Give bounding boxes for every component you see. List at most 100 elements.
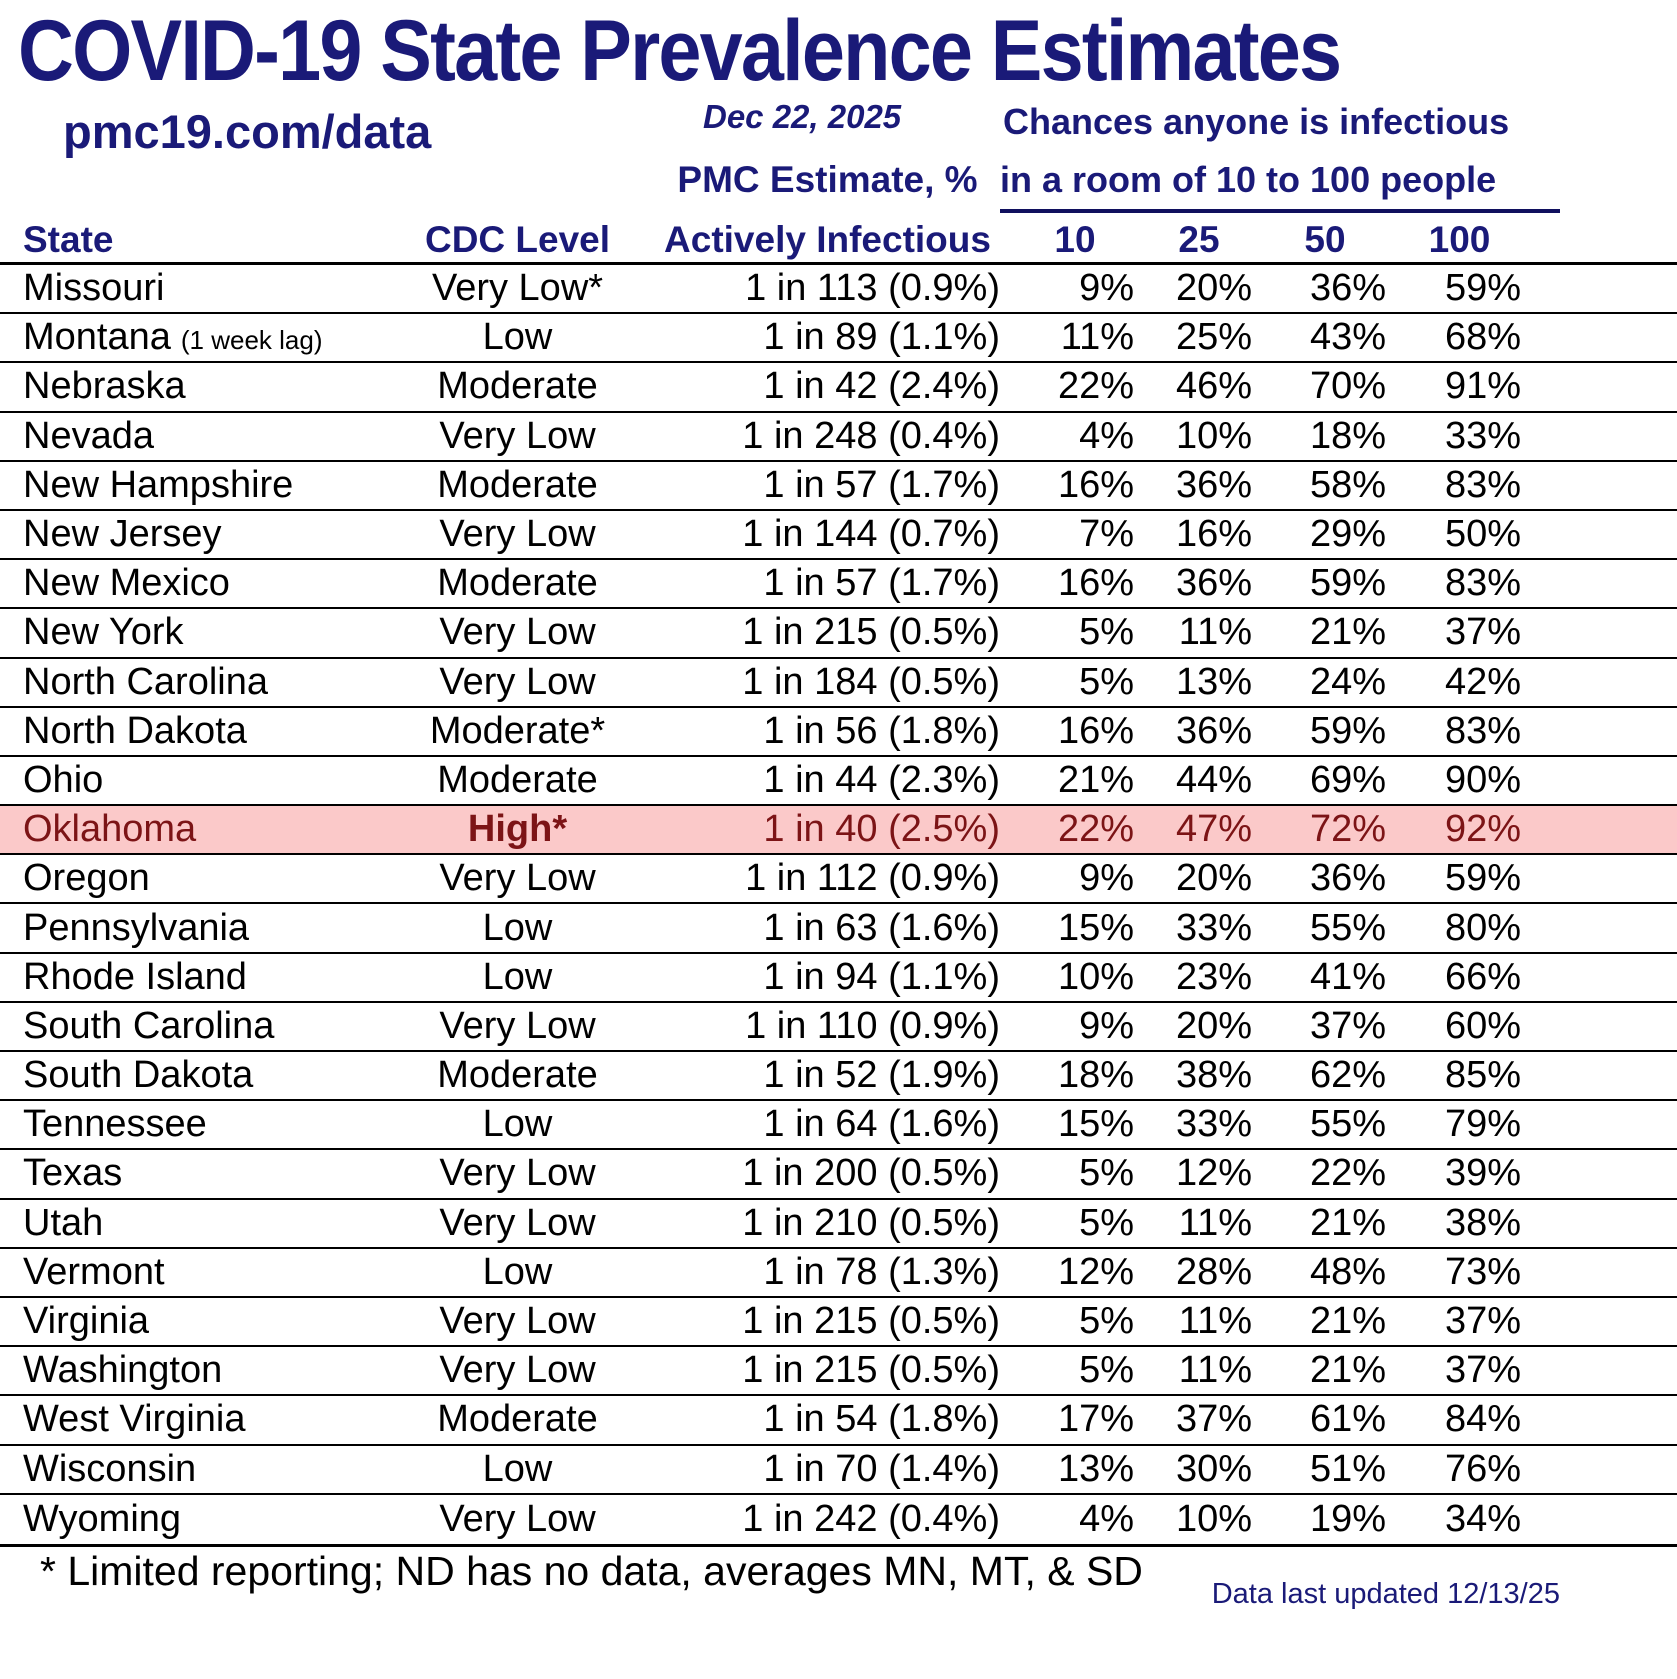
room-10-value: 21% bbox=[1057, 758, 1134, 801]
pmc-estimate-value: 1 in 57 (1.7%) bbox=[763, 463, 1000, 506]
state-note: (1 week lag) bbox=[180, 325, 323, 356]
room-10-value: 5% bbox=[1079, 1300, 1134, 1343]
state-name: South Dakota bbox=[23, 1054, 254, 1097]
room-25-value: 16% bbox=[1175, 513, 1252, 556]
room-10-value: 12% bbox=[1057, 1250, 1134, 1293]
room-100-value: 84% bbox=[1444, 1398, 1521, 1441]
room-50-value: 55% bbox=[1309, 1103, 1386, 1146]
table-row: Virginia Very Low 1 in 215 (0.5%) 5% 11%… bbox=[0, 1298, 1677, 1348]
cdc-level-value: Moderate bbox=[437, 1054, 598, 1097]
group-header-underline bbox=[1000, 209, 1560, 213]
table-row: Wisconsin Low 1 in 70 (1.4%) 13% 30% 51%… bbox=[0, 1446, 1677, 1495]
room-50-value: 41% bbox=[1309, 955, 1386, 998]
room-10-value: 9% bbox=[1079, 857, 1134, 900]
room-50-value: 58% bbox=[1309, 463, 1386, 506]
room-25-value: 20% bbox=[1175, 267, 1252, 310]
table-row: Missouri Very Low* 1 in 113 (0.9%) 9% 20… bbox=[0, 265, 1677, 315]
room-10-value: 5% bbox=[1079, 660, 1134, 703]
state-name: North Dakota bbox=[23, 709, 247, 752]
pmc-estimate-value: 1 in 52 (1.9%) bbox=[763, 1054, 1000, 1097]
site-link[interactable]: pmc19.com/data bbox=[63, 105, 432, 158]
state-name: Missouri bbox=[23, 267, 165, 310]
last-updated-label: Data last updated 12/13/25 bbox=[1211, 1578, 1560, 1610]
room-50-value: 61% bbox=[1309, 1398, 1386, 1441]
pmc-estimate-value: 1 in 248 (0.4%) bbox=[742, 414, 1000, 457]
column-header-room-10: 10 bbox=[1054, 219, 1096, 260]
room-100-value: 37% bbox=[1444, 1349, 1521, 1392]
table-row: Rhode Island Low 1 in 94 (1.1%) 10% 23% … bbox=[0, 954, 1677, 1003]
room-10-value: 22% bbox=[1057, 808, 1134, 851]
pmc-estimate-value: 1 in 57 (1.7%) bbox=[763, 562, 1000, 605]
group-header-line2: in a room of 10 to 100 people bbox=[1000, 159, 1497, 200]
state-name: Rhode Island bbox=[23, 955, 247, 998]
table-row: New York Very Low 1 in 215 (0.5%) 5% 11%… bbox=[0, 609, 1677, 659]
page-title: COVID-19 State Prevalence Estimates bbox=[18, 3, 1342, 99]
pmc-estimate-value: 1 in 215 (0.5%) bbox=[742, 1349, 1000, 1392]
room-10-value: 4% bbox=[1079, 1497, 1134, 1540]
room-25-value: 10% bbox=[1175, 414, 1252, 457]
room-50-value: 21% bbox=[1309, 611, 1386, 654]
state-name: West Virginia bbox=[23, 1398, 246, 1441]
pmc-estimate-value: 1 in 64 (1.6%) bbox=[763, 1103, 1000, 1146]
pmc-estimate-value: 1 in 210 (0.5%) bbox=[742, 1201, 1000, 1244]
table-row: South Dakota Moderate 1 in 52 (1.9%) 18%… bbox=[0, 1052, 1677, 1102]
cdc-level-value: Very Low bbox=[439, 1300, 596, 1343]
column-header-state: State bbox=[23, 219, 114, 260]
room-100-value: 68% bbox=[1444, 316, 1521, 359]
room-25-value: 11% bbox=[1178, 1201, 1252, 1244]
pmc-estimate-value: 1 in 94 (1.1%) bbox=[763, 955, 1000, 998]
room-10-value: 13% bbox=[1057, 1447, 1134, 1490]
table-row: Nevada Very Low 1 in 248 (0.4%) 4% 10% 1… bbox=[0, 413, 1677, 462]
room-100-value: 85% bbox=[1444, 1054, 1521, 1097]
room-100-value: 79% bbox=[1444, 1103, 1521, 1146]
footnote: * Limited reporting; ND has no data, ave… bbox=[40, 1548, 1143, 1594]
room-50-value: 21% bbox=[1309, 1300, 1386, 1343]
room-25-value: 12% bbox=[1175, 1152, 1252, 1195]
state-name: Montana bbox=[23, 316, 171, 359]
cdc-level-value: Very Low bbox=[439, 611, 596, 654]
cdc-level-value: Low bbox=[482, 1103, 553, 1146]
room-10-value: 16% bbox=[1057, 562, 1134, 605]
room-50-value: 48% bbox=[1309, 1250, 1386, 1293]
room-100-value: 37% bbox=[1444, 611, 1521, 654]
room-10-value: 5% bbox=[1079, 1201, 1134, 1244]
pmc-estimate-value: 1 in 112 (0.9%) bbox=[745, 857, 1000, 900]
table-row: Wyoming Very Low 1 in 242 (0.4%) 4% 10% … bbox=[0, 1495, 1677, 1544]
cdc-level-value: Moderate bbox=[437, 365, 598, 408]
room-25-value: 30% bbox=[1175, 1447, 1252, 1490]
cdc-level-value: Moderate bbox=[437, 463, 598, 506]
column-header-row: State CDC Level Actively Infectious 10 2… bbox=[0, 215, 1677, 261]
table-row: North Dakota Moderate* 1 in 56 (1.8%) 16… bbox=[0, 708, 1677, 757]
room-10-value: 4% bbox=[1079, 414, 1134, 457]
room-100-value: 76% bbox=[1444, 1447, 1521, 1490]
room-25-value: 11% bbox=[1178, 1300, 1252, 1343]
room-10-value: 18% bbox=[1057, 1054, 1134, 1097]
room-50-value: 24% bbox=[1309, 660, 1386, 703]
state-name: New Hampshire bbox=[23, 463, 294, 506]
room-100-value: 42% bbox=[1444, 660, 1521, 703]
room-25-value: 20% bbox=[1175, 1004, 1252, 1047]
table-row: Tennessee Low 1 in 64 (1.6%) 15% 33% 55%… bbox=[0, 1101, 1677, 1151]
room-25-value: 47% bbox=[1175, 808, 1252, 851]
room-25-value: 33% bbox=[1175, 906, 1252, 949]
column-header-cdc-level: CDC Level bbox=[424, 219, 611, 260]
pmc-estimate-value: 1 in 242 (0.4%) bbox=[742, 1497, 1000, 1540]
room-50-value: 43% bbox=[1309, 316, 1386, 359]
room-10-value: 5% bbox=[1079, 1349, 1134, 1392]
state-name: Utah bbox=[23, 1201, 104, 1244]
pmc-estimate-value: 1 in 184 (0.5%) bbox=[742, 660, 1000, 703]
cdc-level-value: Very Low bbox=[439, 1497, 596, 1540]
pmc-estimate-value: 1 in 63 (1.6%) bbox=[763, 906, 1000, 949]
table-row: Utah Very Low 1 in 210 (0.5%) 5% 11% 21%… bbox=[0, 1200, 1677, 1249]
room-10-value: 10% bbox=[1057, 955, 1134, 998]
room-100-value: 80% bbox=[1444, 906, 1521, 949]
room-50-value: 19% bbox=[1309, 1497, 1386, 1540]
room-50-value: 72% bbox=[1309, 808, 1386, 851]
cdc-level-value: Low bbox=[482, 906, 553, 949]
room-10-value: 5% bbox=[1079, 1152, 1134, 1195]
room-50-value: 59% bbox=[1309, 709, 1386, 752]
room-100-value: 92% bbox=[1444, 808, 1521, 851]
column-header-room-50: 50 bbox=[1304, 219, 1346, 260]
room-10-value: 9% bbox=[1079, 267, 1134, 310]
table-row: Oregon Very Low 1 in 112 (0.9%) 9% 20% 3… bbox=[0, 855, 1677, 905]
